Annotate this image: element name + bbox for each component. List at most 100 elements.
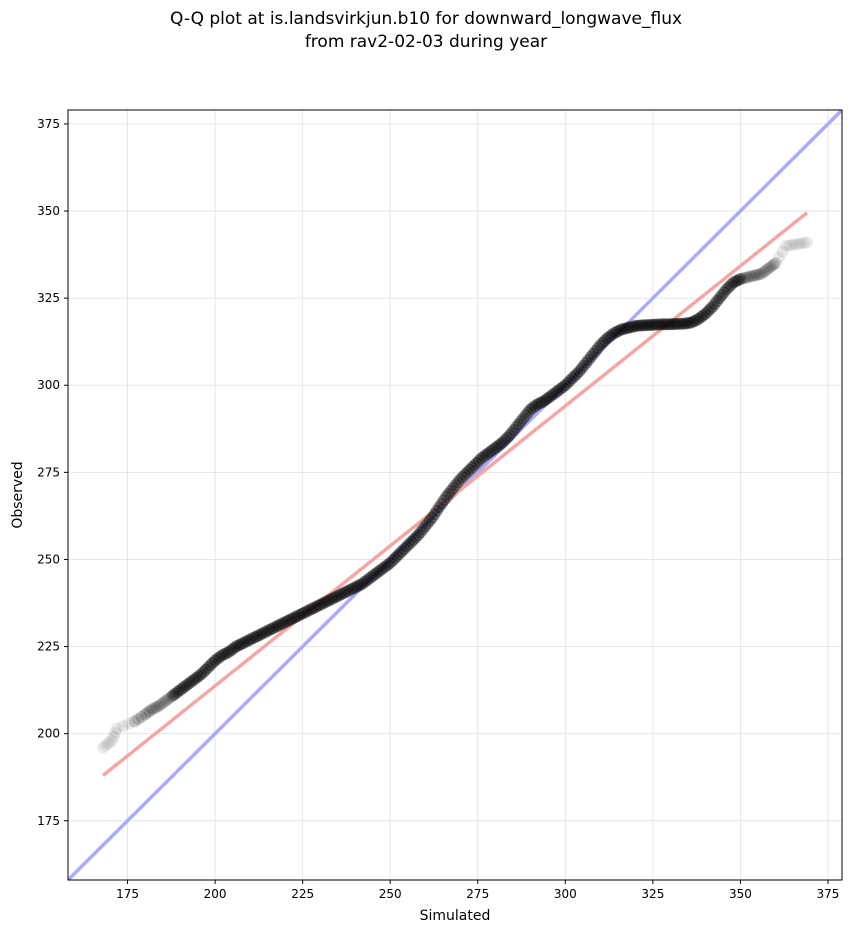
quantile-point: [407, 533, 420, 546]
quantile-point: [449, 479, 462, 492]
quantile-point: [447, 482, 460, 495]
quantile-point: [248, 631, 261, 644]
quantile-point: [283, 613, 296, 626]
quantile-point: [102, 736, 115, 749]
quantile-point: [514, 415, 527, 428]
quantile-point: [786, 238, 799, 251]
quantile-point: [353, 579, 366, 592]
chart-title-line-2: from rav2-02-03 during year: [304, 32, 548, 52]
quantile-point: [260, 625, 273, 638]
quantile-point: [585, 350, 598, 363]
quantile-point: [673, 317, 686, 330]
quantile-point: [300, 605, 313, 618]
fit-line: [101, 211, 809, 777]
quantile-point: [293, 609, 306, 622]
quantile-point: [622, 321, 635, 334]
quantile-point: [570, 367, 583, 380]
quantile-point: [148, 702, 161, 715]
quantile-point: [456, 470, 469, 483]
y-tick-label: 200: [37, 727, 60, 741]
quantile-point: [183, 677, 196, 690]
quantile-point: [234, 638, 247, 651]
quantile-point: [253, 628, 266, 641]
quantile-point: [603, 330, 616, 343]
quantile-point: [258, 626, 271, 639]
quantile-point: [351, 580, 364, 593]
quantile-point: [346, 582, 359, 595]
quantile-point: [736, 272, 749, 285]
quantile-point: [482, 447, 495, 460]
quantile-point: [545, 389, 558, 402]
quantile-point: [566, 372, 579, 385]
quantile-point: [230, 640, 243, 653]
quantile-point: [185, 675, 198, 688]
quantile-point: [697, 309, 710, 322]
quantile-point: [400, 540, 413, 553]
quantile-point: [99, 739, 112, 752]
quantile-point: [521, 406, 534, 419]
quantile-point: [463, 464, 476, 477]
quantile-point: [349, 581, 362, 594]
quantile-point: [748, 269, 761, 282]
quantile-point: [547, 387, 560, 400]
quantile-point: [239, 635, 252, 648]
quantile-point: [433, 501, 446, 514]
quantile-point: [272, 619, 285, 632]
quantile-point: [711, 295, 724, 308]
quantile-point: [311, 599, 324, 612]
quantile-point: [650, 318, 663, 331]
quantile-point: [507, 423, 520, 436]
plot-frame: [67, 109, 843, 881]
quantile-point: [265, 623, 278, 636]
quantile-point: [524, 403, 537, 416]
quantile-point: [195, 668, 208, 681]
quantile-point: [309, 601, 322, 614]
quantile-point: [500, 432, 513, 445]
quantile-point: [281, 615, 294, 628]
quantile-point: [690, 314, 703, 327]
quantile-point: [772, 251, 785, 264]
quantile-point: [386, 554, 399, 567]
quantile-point: [517, 412, 530, 425]
quantile-point: [489, 441, 502, 454]
quantile-point: [496, 436, 509, 449]
quantile-point: [321, 595, 334, 608]
quantile-point: [454, 473, 467, 486]
quantile-point: [344, 583, 357, 596]
quantile-point: [421, 517, 434, 530]
quantile-point: [531, 398, 544, 411]
quantile-point: [269, 620, 282, 633]
quantile-point: [739, 271, 752, 284]
quantile-point: [209, 654, 222, 667]
y-axis-label: Observed: [10, 461, 26, 528]
quantile-point: [613, 324, 626, 337]
quantile-point: [542, 391, 555, 404]
quantile-point: [325, 592, 338, 605]
quantile-point: [367, 569, 380, 582]
quantile-point: [708, 297, 721, 310]
quantile-point: [197, 666, 210, 679]
quantile-point: [216, 649, 229, 662]
quantile-point: [330, 590, 343, 603]
x-tick-label: 300: [554, 887, 577, 901]
x-tick-label: 350: [729, 887, 752, 901]
quantile-point: [409, 531, 422, 544]
quantile-point: [475, 452, 488, 465]
quantile-point: [171, 685, 184, 698]
quantile-point: [552, 384, 565, 397]
y-tick-label: 225: [37, 640, 60, 654]
quantile-point: [561, 376, 574, 389]
quantile-point: [372, 565, 385, 578]
quantile-point: [645, 318, 658, 331]
quantile-point: [664, 318, 677, 331]
quantile-point: [578, 359, 590, 372]
quantile-point: [638, 319, 651, 332]
quantile-points: [97, 236, 813, 754]
quantile-point: [793, 237, 806, 250]
quantile-point: [620, 322, 633, 335]
quantile-point: [680, 317, 693, 330]
quantile-point: [596, 336, 609, 349]
quantile-point: [549, 386, 562, 399]
quantile-point: [797, 236, 810, 249]
